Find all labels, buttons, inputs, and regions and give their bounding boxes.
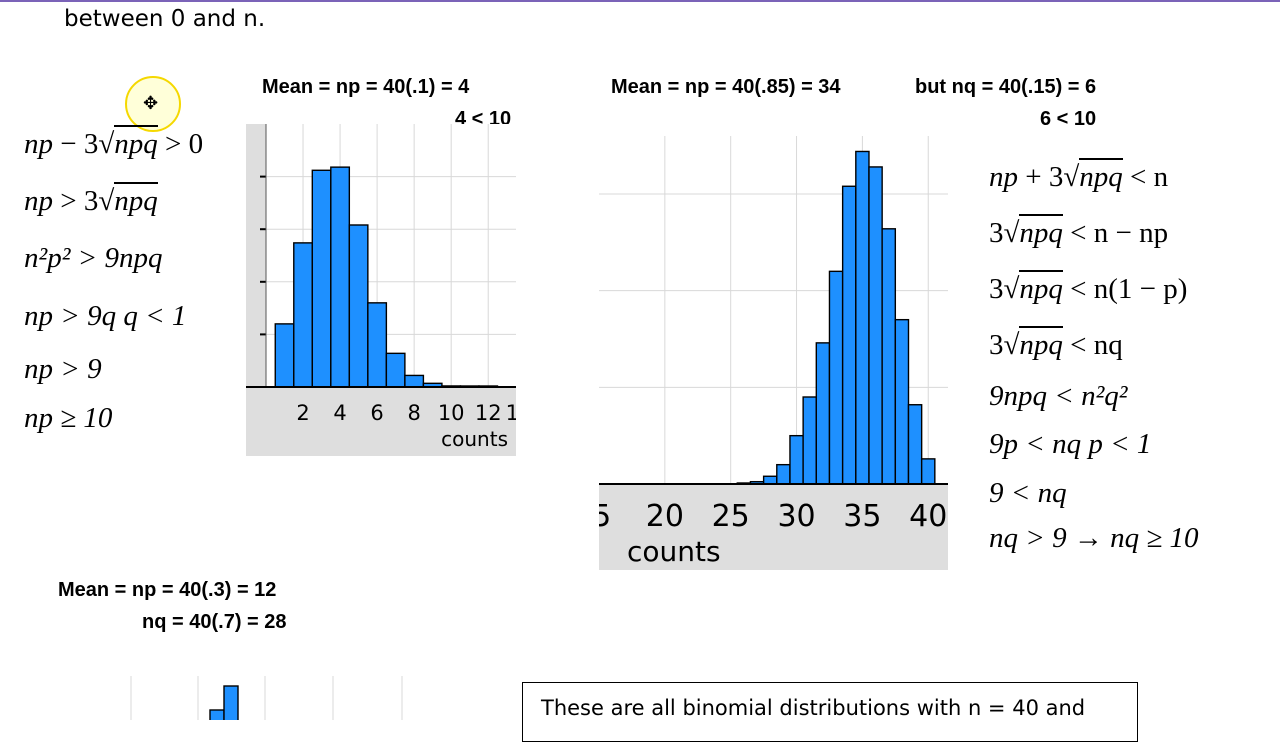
- right-chart-condition: 6 < 10: [1040, 108, 1097, 130]
- right-chart-nq: but nq = 40(.15) = 6: [915, 76, 1097, 98]
- intro-text: between 0 and n.: [64, 6, 266, 32]
- histogram-bar: [894, 318, 910, 485]
- histogram-bar: [815, 342, 831, 485]
- right-eq-3: 3√npq < n(1 − p): [989, 270, 1187, 306]
- histogram-bar: [828, 270, 844, 485]
- x-tick-label: 25: [712, 499, 750, 534]
- x-tick-label: 10: [438, 401, 465, 425]
- top-rule: [0, 0, 1280, 2]
- histogram-bar: [776, 463, 791, 485]
- x-tick-label: 1: [506, 401, 516, 425]
- summary-callout: These are all binomial distributions wit…: [522, 682, 1138, 742]
- histogram-bar: [789, 434, 804, 485]
- histogram-bar: [855, 150, 870, 485]
- bottom-chart-header: Mean = np = 40(.3) = 12: [58, 579, 277, 601]
- x-tick-label: 12: [475, 401, 502, 425]
- right-histogram: 5 20 25 30 35 40 counts: [599, 136, 948, 570]
- bottom-histogram: [130, 676, 403, 720]
- callout-text: These are all binomial distributions wit…: [541, 696, 1086, 720]
- left-eq-1: np − 3√npq > 0: [24, 125, 203, 161]
- bottom-chart-nq: nq = 40(.7) = 28: [142, 611, 287, 633]
- histogram-bar: [209, 709, 225, 720]
- cursor-highlight: [125, 76, 181, 132]
- left-eq-6: np ≥ 10: [24, 402, 113, 434]
- x-tick-label: 35: [843, 499, 881, 534]
- move-cursor-icon: ✥: [143, 93, 159, 114]
- x-tick-label: 5: [599, 499, 611, 534]
- histogram-bar: [841, 185, 857, 485]
- right-eq-4: 3√npq < nq: [989, 326, 1123, 362]
- histogram-bar: [311, 169, 332, 388]
- histogram-bar: [330, 166, 351, 388]
- right-chart-header: Mean = np = 40(.85) = 34: [611, 76, 841, 98]
- histogram-bar: [920, 458, 936, 485]
- histogram-bar: [404, 374, 425, 388]
- left-eq-3: n²p² > 9npq: [24, 242, 163, 274]
- right-eq-8: nq > 9 → nq ≥ 10: [989, 522, 1199, 554]
- histogram-bar: [881, 228, 897, 485]
- x-tick-label: 30: [777, 499, 815, 534]
- histogram-bar: [762, 475, 778, 485]
- x-axis-label: counts: [627, 535, 721, 568]
- histogram-bar: [367, 302, 388, 388]
- left-eq-5: np > 9: [24, 353, 102, 385]
- right-eq-6: 9p < nq p < 1: [989, 428, 1152, 460]
- left-eq-2: np > 3√npq: [24, 182, 158, 218]
- x-tick-label: 8: [407, 401, 420, 425]
- histogram-bar: [274, 323, 295, 388]
- histogram-bar: [802, 396, 818, 485]
- left-chart-header: Mean = np = 40(.1) = 4: [262, 76, 470, 98]
- histogram-bar: [868, 166, 883, 485]
- x-axis-label: counts: [441, 427, 508, 451]
- histogram-bar: [223, 685, 239, 720]
- right-eq-1: np + 3√npq < n: [989, 158, 1168, 194]
- right-eq-5: 9npq < n²q²: [989, 380, 1128, 412]
- histogram-bar: [293, 242, 313, 388]
- right-eq-7: 9 < nq: [989, 477, 1067, 509]
- histogram-bar: [907, 404, 923, 485]
- x-tick-label: 20: [646, 499, 684, 534]
- x-tick-label: 6: [370, 401, 383, 425]
- left-eq-4: np > 9q q < 1: [24, 300, 187, 332]
- x-tick-label: 2: [296, 401, 309, 425]
- x-tick-label: 4: [333, 401, 346, 425]
- histogram-bar: [385, 352, 406, 388]
- right-eq-2: 3√npq < n − np: [989, 214, 1168, 250]
- x-tick-label: 40: [909, 499, 947, 534]
- histogram-bar: [348, 224, 369, 388]
